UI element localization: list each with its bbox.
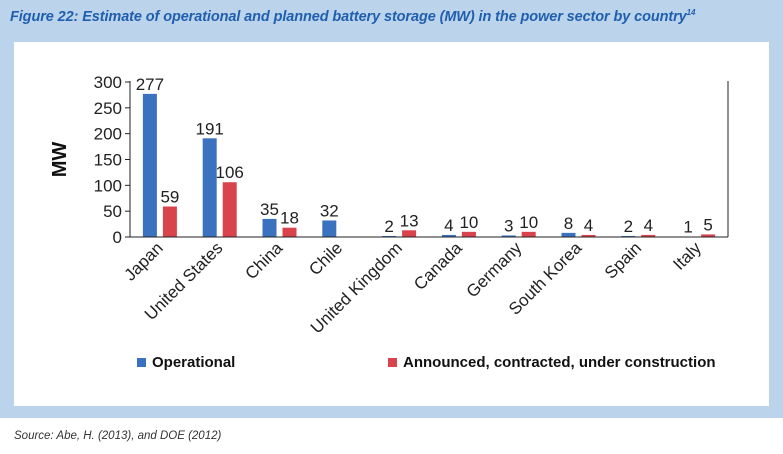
data-label: 10 xyxy=(519,213,538,232)
data-label: 4 xyxy=(444,216,453,235)
data-label: 2 xyxy=(624,217,633,236)
bar-announced xyxy=(162,206,177,237)
y-tick-label: 0 xyxy=(113,228,122,247)
bar-announced xyxy=(222,182,237,237)
data-label: 59 xyxy=(160,188,179,207)
data-label: 3 xyxy=(504,216,513,235)
bar-announced xyxy=(581,234,596,237)
bar-announced xyxy=(461,231,476,237)
data-label: 4 xyxy=(644,216,653,235)
footnote-marker: 14 xyxy=(686,8,696,17)
x-tick-label: Italy xyxy=(669,238,705,274)
x-tick-label: Spain xyxy=(601,238,645,282)
figure-title: Figure 22: Estimate of operational and p… xyxy=(10,8,696,25)
y-tick-label: 200 xyxy=(94,125,122,144)
bar-announced xyxy=(521,231,536,237)
figure-frame: Figure 22: Estimate of operational and p… xyxy=(0,0,783,418)
data-label: 106 xyxy=(216,163,244,182)
data-label: 18 xyxy=(280,209,299,228)
chart-panel: 0 50 100 150 200 250 300 MW 277 59 Japan 191 106 Unit… xyxy=(14,42,769,406)
bar-operational xyxy=(262,218,277,237)
legend-label-announced: Announced, contracted, under constructio… xyxy=(403,354,716,371)
data-label: 5 xyxy=(703,215,712,234)
bar-announced xyxy=(402,230,417,237)
data-label: 277 xyxy=(136,75,164,94)
bar-operational xyxy=(142,93,157,237)
data-label: 13 xyxy=(400,211,419,230)
bar-operational xyxy=(561,232,576,237)
y-tick-label: 250 xyxy=(94,99,122,118)
x-tick-label: Chile xyxy=(305,238,346,279)
y-tick-label: 150 xyxy=(94,151,122,170)
source-note: Source: Abe, H. (2013), and DOE (2012) xyxy=(14,430,222,442)
data-label: 35 xyxy=(260,200,279,219)
legend-swatch-operational xyxy=(137,358,146,367)
bar-operational xyxy=(382,235,397,237)
bar-operational xyxy=(501,235,516,237)
x-tick-label: Germany xyxy=(463,238,526,301)
bar-operational xyxy=(202,138,217,237)
data-label: 2 xyxy=(384,217,393,236)
data-label: 4 xyxy=(584,216,593,235)
y-tick-label: 100 xyxy=(94,176,122,195)
y-tick-label: 300 xyxy=(94,73,122,92)
bar-announced xyxy=(641,234,656,237)
y-tick-label: 50 xyxy=(103,202,122,221)
data-label: 10 xyxy=(459,213,478,232)
x-tick-label: Canada xyxy=(410,238,466,294)
data-label: 8 xyxy=(564,214,573,233)
data-label: 191 xyxy=(196,119,224,138)
data-label: 1 xyxy=(683,217,692,236)
bar-operational xyxy=(322,220,337,237)
legend-swatch-announced xyxy=(388,358,397,367)
bar-chart: 050100150200250300MW27759Japan191106Unit… xyxy=(49,73,729,371)
bar-operational xyxy=(441,234,456,237)
data-label: 32 xyxy=(320,201,339,220)
bar-announced xyxy=(282,227,297,237)
x-tick-label: China xyxy=(241,238,286,283)
y-axis-label: MW xyxy=(49,142,71,178)
x-tick-label: Japan xyxy=(121,238,167,284)
bar-operational xyxy=(621,235,636,237)
bar-announced xyxy=(701,234,716,237)
legend-label-operational: Operational xyxy=(152,354,235,371)
